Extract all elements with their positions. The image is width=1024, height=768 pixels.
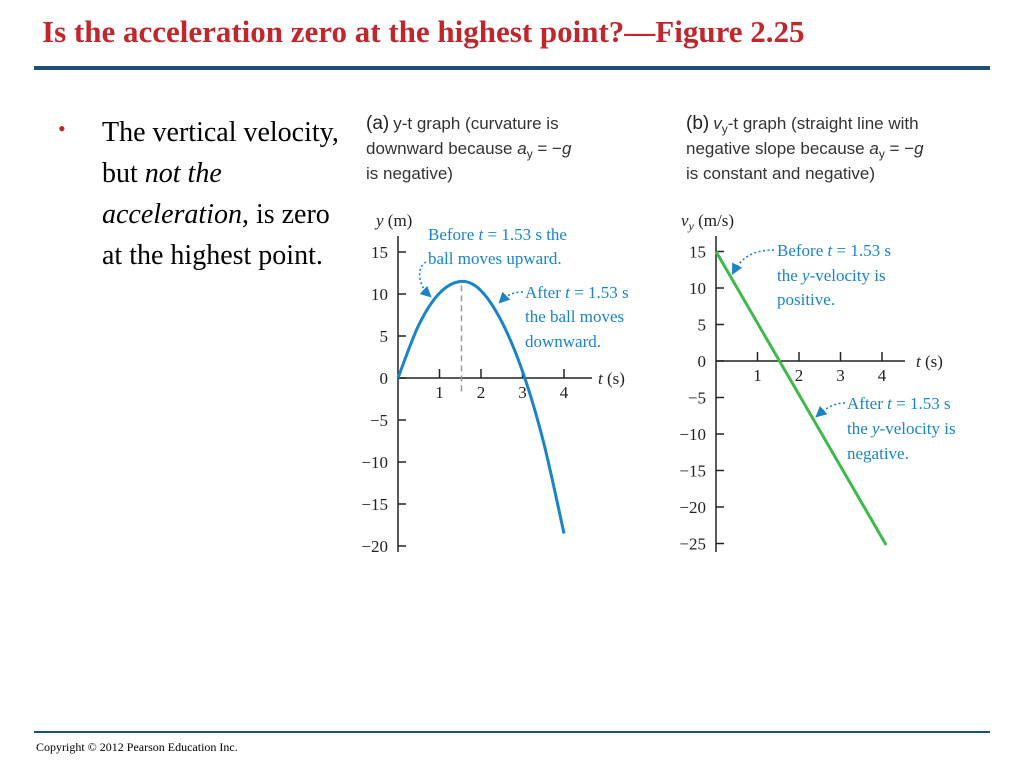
panel-a-xtick-label: 4 — [560, 383, 569, 402]
panel-a-annotation-after-pointer — [498, 291, 524, 304]
slide-title: Is the acceleration zero at the highest … — [42, 14, 805, 49]
panel-b-plot: 15 10 5 0 −5 −10 −15 −20 −25 1 2 3 4 — [679, 236, 905, 554]
panel-b-annotation-after-line2: the y-velocity is — [847, 419, 956, 438]
panel-a-annotation-after-line3: downward. — [525, 332, 601, 351]
panel-b-xtick-label: 4 — [878, 366, 887, 385]
panel-b-ytick-label: −15 — [679, 462, 706, 481]
panel-a-label: (a) — [366, 113, 389, 134]
bullet-text: The vertical velocity, but not the accel… — [102, 112, 342, 276]
panel-a-plot: 15 10 5 0 −5 −10 −15 −20 1 2 3 4 — [361, 236, 592, 556]
panel-a-xtick-label: 3 — [518, 383, 527, 402]
panel-b-annotation-before-line3: positive. — [777, 290, 835, 309]
bullet-text-part3: , is zero at the highest point. — [102, 199, 330, 271]
panel-a-annotation-before-line1: Before t = 1.53 s the — [428, 225, 567, 244]
title-divider — [34, 66, 990, 70]
panel-b-series-line — [714, 250, 888, 546]
panel-a-series-line — [396, 279, 566, 534]
panel-b-ytick-label: −25 — [679, 535, 706, 554]
panel-b-ytick-label: −5 — [688, 389, 706, 408]
panel-b-caption-line3: is constant and negative) — [686, 164, 875, 183]
panel-a-ylabel: y (m) — [374, 211, 412, 230]
panel-a-xtick-label: 2 — [477, 383, 486, 402]
copyright-footer: Copyright © 2012 Pearson Education Inc. — [36, 740, 238, 754]
panel-b-ytick-label: −20 — [679, 498, 706, 517]
panel-b-caption-line2: negative slope because ay = −g — [686, 139, 924, 161]
bullet-text-emphasis: not the acceleration — [102, 158, 242, 230]
panel-a-annotation-after-line2: the ball moves — [525, 307, 624, 326]
panel-a-ytick-label: −10 — [361, 453, 388, 472]
bullet-text-part1: The vertical velocity, but — [102, 117, 339, 189]
panel-b-xlabel: t (s) — [916, 352, 943, 371]
panel-a-ytick-label: 5 — [380, 327, 389, 346]
panel-b-annotation-before-pointer — [731, 249, 775, 275]
panel-a-caption-line1: (a) y-t graph (curvature is — [366, 113, 559, 134]
panel-b-annotation-before-line1: Before t = 1.53 s — [777, 241, 891, 260]
panel-b-ytick-label: 5 — [698, 316, 707, 335]
bullet-marker: • — [58, 116, 66, 141]
footer-divider — [34, 731, 990, 733]
panel-b-ytick-label: 15 — [689, 243, 706, 262]
panel-a-caption-line2: downward because ay = −g — [366, 139, 572, 161]
panel-a-caption-line3: is negative) — [366, 164, 453, 183]
panel-b-annotation-after-line3: negative. — [847, 444, 909, 463]
panel-b-xtick-label: 3 — [836, 366, 845, 385]
panel-b-ytick-label: 10 — [689, 279, 706, 298]
panel-a-ytick-label: −15 — [361, 495, 388, 514]
panel-b-caption-line1: (b) vy-t graph (straight line with — [686, 113, 919, 136]
panel-b-ylabel: vy (m/s) — [681, 211, 734, 233]
panel-b-annotation-before-line2: the y-velocity is — [777, 266, 886, 285]
panel-a-ytick-label: −20 — [361, 537, 388, 556]
panel-b-annotation-after-line1: After t = 1.53 s — [847, 394, 951, 413]
panel-b-xtick-label: 1 — [753, 366, 762, 385]
panel-a-annotation-after-line1: After t = 1.53 s — [525, 283, 629, 302]
panel-a-annotation-before-line2: ball moves upward. — [428, 249, 562, 268]
panel-b-label: (b) — [686, 113, 709, 134]
panel-a-ytick-label: 15 — [371, 243, 388, 262]
panel-a-ytick-label: 0 — [380, 369, 389, 388]
panel-b-ytick-label: 0 — [698, 352, 707, 371]
panel-a-ytick-label: −5 — [370, 411, 388, 430]
panel-a-caption-1: y-t graph (curvature is — [393, 114, 558, 133]
panel-b-xtick-label: 2 — [795, 366, 804, 385]
panel-a-xtick-label: 1 — [435, 383, 444, 402]
panel-a-xlabel: t (s) — [598, 369, 625, 388]
panel-b-annotation-after-pointer — [815, 402, 846, 418]
panel-b-ytick-label: −10 — [679, 425, 706, 444]
panel-a-ytick-label: 10 — [371, 285, 388, 304]
